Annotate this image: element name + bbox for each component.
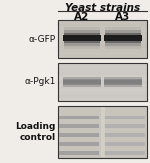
Bar <box>104 77 142 87</box>
Bar <box>59 125 99 128</box>
Bar <box>105 27 141 49</box>
Bar <box>63 35 101 41</box>
Text: Yeast strains: Yeast strains <box>65 3 140 13</box>
Bar <box>59 133 99 137</box>
Bar <box>105 30 141 46</box>
Bar <box>100 107 105 157</box>
Bar <box>58 20 147 58</box>
Text: α-GFP: α-GFP <box>29 35 56 44</box>
Bar <box>104 151 145 155</box>
Bar <box>63 77 101 87</box>
Bar <box>104 80 142 84</box>
Text: α-Pgk1: α-Pgk1 <box>25 77 56 87</box>
Text: A2: A2 <box>74 12 90 22</box>
Bar <box>59 116 99 119</box>
Bar <box>104 35 142 41</box>
Bar <box>104 116 145 119</box>
Bar <box>64 33 100 43</box>
Bar <box>105 33 141 43</box>
Text: A3: A3 <box>115 12 131 22</box>
Bar <box>104 133 145 137</box>
Bar <box>59 151 99 155</box>
Bar <box>59 142 99 146</box>
Text: Loading
control: Loading control <box>16 122 56 142</box>
Bar <box>58 63 147 101</box>
Bar <box>64 27 100 49</box>
Bar <box>58 106 147 158</box>
Bar <box>104 125 145 128</box>
Bar <box>63 79 101 85</box>
Bar <box>104 79 142 85</box>
Bar <box>104 142 145 146</box>
Bar <box>63 80 101 84</box>
Bar <box>64 30 100 46</box>
